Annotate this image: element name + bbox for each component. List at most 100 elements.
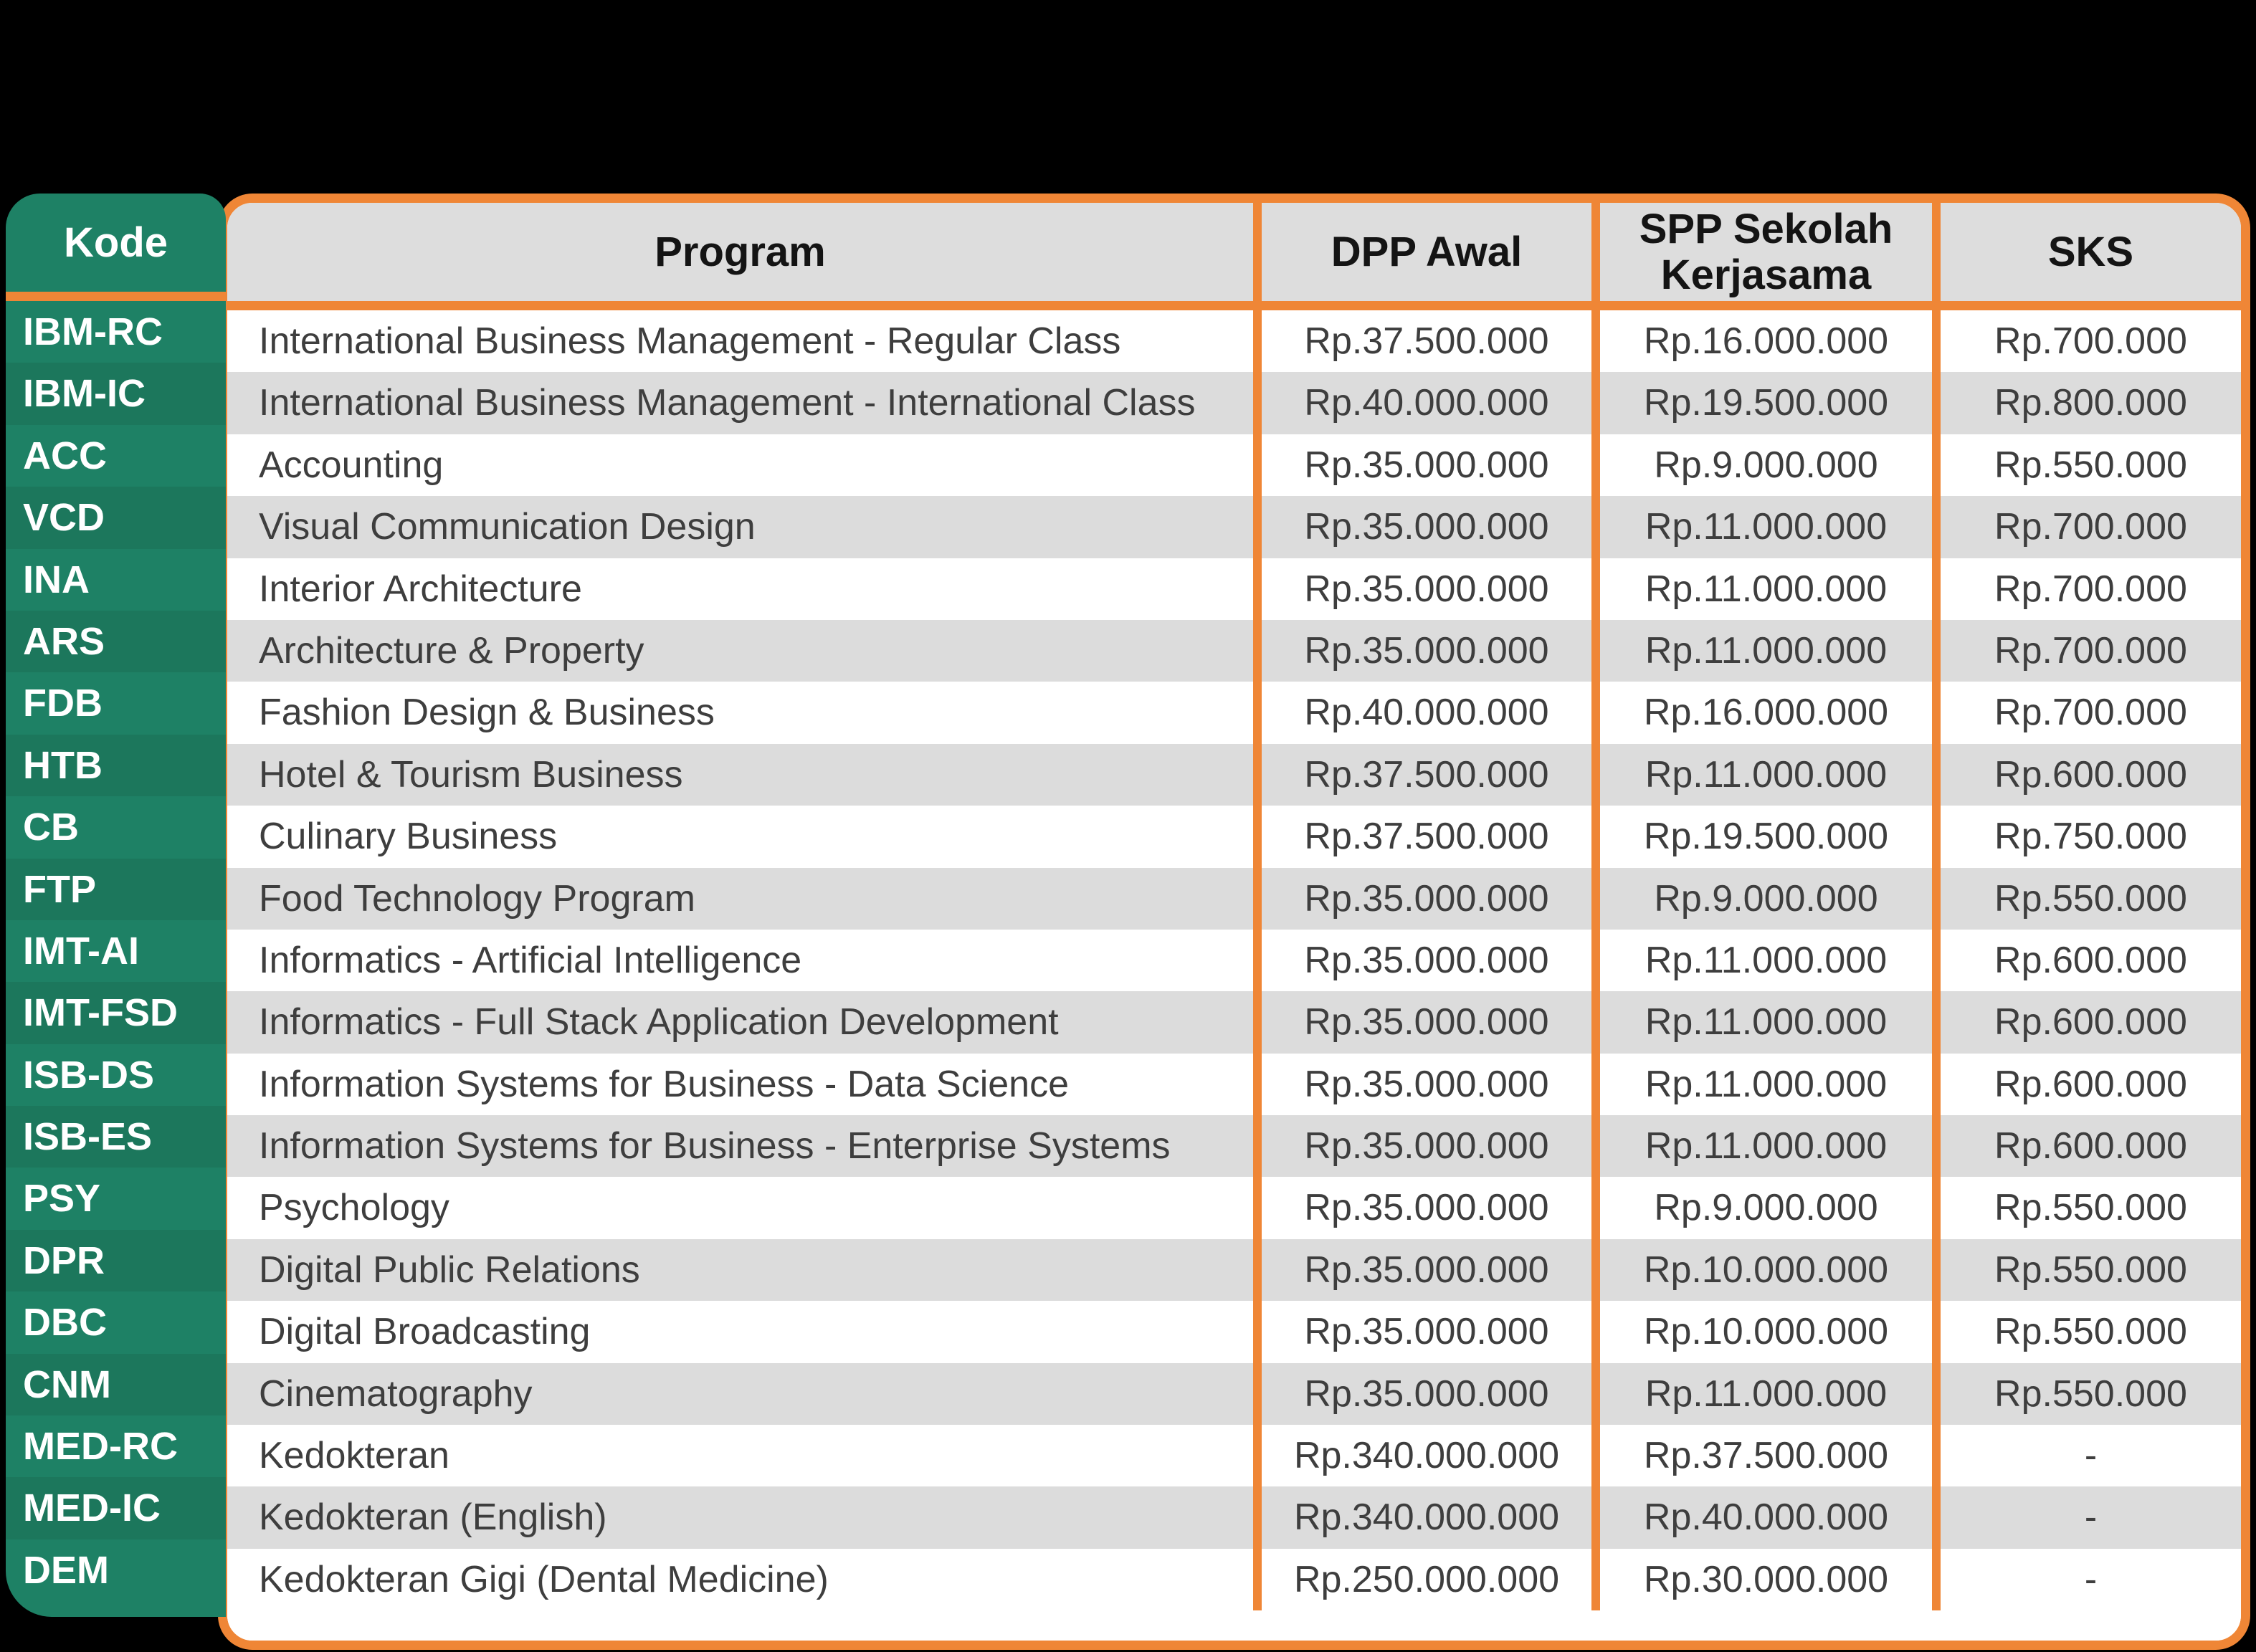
kode-column: Kode IBM-RC IBM-IC ACC VCD INA ARS FDB HTB CB FTP… — [6, 194, 226, 1617]
dpp-cell: Rp.35.000.000 — [1253, 929, 1591, 992]
table-row: Information Systems for Business - Data … — [227, 1053, 2241, 1116]
dpp-cell: Rp.35.000.000 — [1253, 867, 1591, 930]
dpp-cell: Rp.37.500.000 — [1253, 806, 1591, 868]
table-row: Digital Broadcasting Rp.35.000.000 Rp.10.0… — [227, 1301, 2241, 1363]
dpp-cell: Rp.37.500.000 — [1253, 310, 1591, 373]
sks-cell: Rp.700.000 — [1932, 619, 2241, 682]
dpp-cell: Rp.40.000.000 — [1253, 372, 1591, 434]
kode-cell: IMT-FSD — [6, 982, 226, 1044]
dpp-cell: Rp.35.000.000 — [1253, 619, 1591, 682]
spp-cell: Rp.30.000.000 — [1591, 1548, 1932, 1611]
sks-cell: Rp.700.000 — [1932, 558, 2241, 620]
table-row: Information Systems for Business - Enter… — [227, 1115, 2241, 1178]
program-cell: Digital Public Relations — [259, 1248, 640, 1291]
kode-cell: IBM-IC — [6, 363, 226, 425]
fee-table-main: Program DPP Awal SPP Sekolah Kerjasama S… — [218, 194, 2250, 1650]
dpp-cell: Rp.37.500.000 — [1253, 743, 1591, 806]
column-header-program: Program — [655, 228, 826, 275]
spp-cell: Rp.9.000.000 — [1591, 434, 1932, 497]
sks-cell: Rp.600.000 — [1932, 743, 2241, 806]
program-cell: Information Systems for Business - Enter… — [259, 1125, 1171, 1168]
kode-cell: INA — [23, 558, 90, 601]
dpp-cell: Rp.35.000.000 — [1253, 1362, 1591, 1426]
table-row: Kedokteran (English) Rp.340.000.000 Rp.40.… — [227, 1486, 2241, 1549]
spp-cell: Rp.16.000.000 — [1591, 310, 1932, 373]
kode-cell: ARS — [6, 610, 226, 673]
spp-cell: Rp.11.000.000 — [1591, 929, 1932, 992]
kode-cell: CNM — [6, 1353, 226, 1416]
kode-cell: MED-RC — [23, 1425, 178, 1469]
dpp-cell: Rp.35.000.000 — [1253, 558, 1591, 620]
sks-cell: Rp.550.000 — [1932, 1177, 2241, 1239]
program-cell: Fashion Design & Business — [259, 692, 715, 734]
spp-cell: Rp.11.000.000 — [1591, 1362, 1932, 1426]
kode-cell: IMT-AI — [23, 929, 139, 973]
kode-cell: CB — [23, 806, 79, 849]
dpp-cell: Rp.40.000.000 — [1253, 682, 1591, 744]
sks-cell: Rp.550.000 — [1932, 867, 2241, 930]
spp-cell: Rp.11.000.000 — [1591, 558, 1932, 620]
dpp-cell: Rp.35.000.000 — [1253, 1177, 1591, 1239]
dpp-cell: Rp.35.000.000 — [1253, 991, 1591, 1054]
program-cell: Interior Architecture — [259, 568, 582, 610]
table-row: Fashion Design & Business Rp.40.000.000 Rp… — [227, 682, 2241, 744]
dpp-cell: Rp.250.000.000 — [1253, 1548, 1591, 1611]
sks-cell: - — [1932, 1548, 2241, 1611]
kode-cells: IBM-RC IBM-IC ACC VCD INA ARS FDB HTB CB FTP IMT-A… — [6, 301, 226, 1617]
kode-cell: FTP — [6, 858, 226, 920]
dpp-cell: Rp.35.000.000 — [1253, 1053, 1591, 1116]
table-row: Kedokteran Rp.340.000.000 Rp.37.500.000- — [227, 1425, 2241, 1487]
column-header-sks: SKS — [1932, 203, 2241, 301]
table-row: Kedokteran Gigi (Dental Medicine) Rp.250.… — [227, 1548, 2241, 1641]
program-cell: International Business Management - Regu… — [259, 320, 1121, 362]
table-row: Digital Public Relations Rp.35.000.000 Rp.… — [227, 1238, 2241, 1302]
kode-cell: FDB — [23, 682, 103, 725]
table-row: Architecture & Property Rp.35.000.000 Rp.1… — [227, 619, 2241, 682]
table-row: Food Technology Program Rp.35.000.000 Rp.9… — [227, 867, 2241, 930]
program-cell: Kedokteran (English) — [259, 1496, 607, 1539]
spp-cell: Rp.16.000.000 — [1591, 682, 1932, 744]
dpp-cell: Rp.35.000.000 — [1253, 1238, 1591, 1302]
program-cell: Digital Broadcasting — [259, 1311, 591, 1353]
table-row: Interior Architecture Rp.35.000.000 Rp.11.… — [227, 558, 2241, 620]
spp-cell: Rp.11.000.000 — [1591, 496, 1932, 558]
program-cell: Architecture & Property — [259, 629, 644, 672]
kode-cell: DEM — [23, 1548, 109, 1592]
sks-cell: Rp.750.000 — [1932, 806, 2241, 868]
table-row: Accounting Rp.35.000.000 Rp.9.000.000 Rp.55… — [227, 434, 2241, 497]
dpp-cell: Rp.340.000.000 — [1253, 1425, 1591, 1487]
dpp-cell: Rp.35.000.000 — [1253, 1301, 1591, 1363]
program-cell: Informatics - Full Stack Application Dev… — [259, 1001, 1059, 1044]
spp-cell: Rp.10.000.000 — [1591, 1238, 1932, 1302]
table-row: Informatics - Full Stack Application Dev… — [227, 991, 2241, 1054]
kode-cell: ACC — [23, 434, 107, 477]
kode-cell: ISB-DS — [23, 1053, 155, 1097]
dpp-cell: Rp.35.000.000 — [1253, 1115, 1591, 1178]
spp-cell: Rp.11.000.000 — [1591, 991, 1932, 1054]
spp-cell: Rp.19.500.000 — [1591, 372, 1932, 434]
table-row: Cinematography Rp.35.000.000 Rp.11.000.000… — [227, 1362, 2241, 1426]
table-rows: International Business Management - Regu… — [227, 310, 2241, 1641]
spp-cell: Rp.10.000.000 — [1591, 1301, 1932, 1363]
sks-cell: Rp.550.000 — [1932, 434, 2241, 497]
table-row: Visual Communication Design Rp.35.000.000… — [227, 496, 2241, 558]
program-cell: Psychology — [259, 1187, 449, 1229]
spp-cell: Rp.40.000.000 — [1591, 1486, 1932, 1549]
dpp-cell: Rp.340.000.000 — [1253, 1486, 1591, 1549]
program-cell: Information Systems for Business - Data … — [259, 1063, 1070, 1105]
program-cell: Culinary Business — [259, 816, 558, 858]
kode-cell: VCD — [6, 487, 226, 549]
sks-cell: Rp.800.000 — [1932, 372, 2241, 434]
kode-cell: DPR — [6, 1229, 226, 1292]
sks-cell: Rp.600.000 — [1932, 1115, 2241, 1178]
sks-cell: Rp.600.000 — [1932, 929, 2241, 992]
spp-cell: Rp.9.000.000 — [1591, 1177, 1932, 1239]
table-row: Informatics - Artificial Intelligence Rp.… — [227, 929, 2241, 992]
spp-cell: Rp.11.000.000 — [1591, 619, 1932, 682]
table-header-row: Program DPP Awal SPP Sekolah Kerjasama S… — [227, 203, 2241, 310]
program-cell: Cinematography — [259, 1372, 533, 1415]
sks-cell: - — [1932, 1486, 2241, 1549]
sks-cell: Rp.700.000 — [1932, 310, 2241, 373]
spp-cell: Rp.37.500.000 — [1591, 1425, 1932, 1487]
